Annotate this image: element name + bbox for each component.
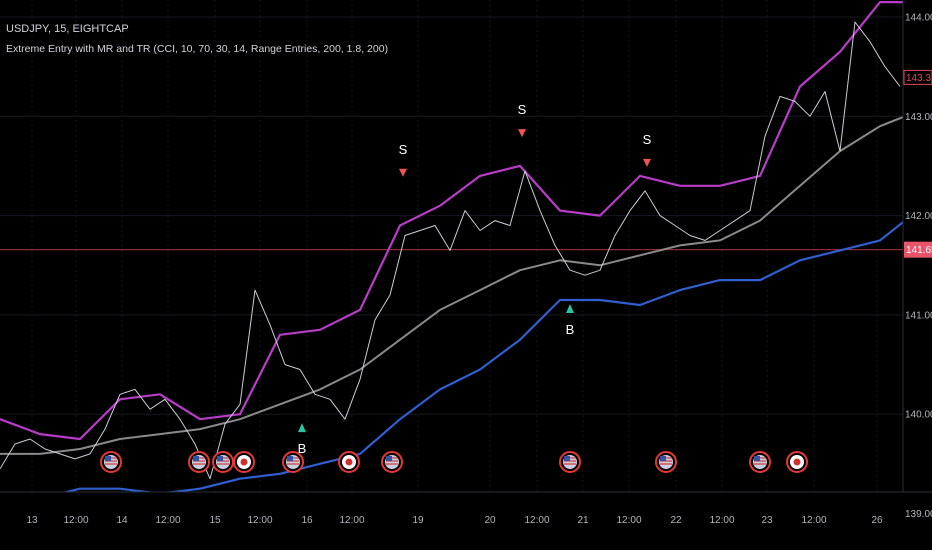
mid-band-line [0,115,906,455]
time-tick-label: 12:00 [801,515,826,526]
us-flag-canton [564,456,570,461]
last-price-tag-label: 143.392 [906,73,932,84]
us-flag-canton [105,456,111,461]
sell-signal-marker [399,168,407,177]
us-flag-canton [193,456,199,461]
time-tick-label: 13 [26,515,38,526]
buy-signal-marker [298,423,306,433]
last-price-tag[interactable] [903,69,932,85]
sell-signal-marker [643,158,651,167]
time-axis: 13 12:00 14 12:00 15 12:00 16 12:00 19 20 12:00 21 1… [0,491,932,550]
hline-price-tag[interactable] [904,241,932,258]
events-layer [100,451,808,473]
us-flag-canton [287,456,293,461]
time-tick-label: 12:00 [63,515,88,526]
price-tick-label: 143.000 [905,112,932,123]
price-axis-bg [903,0,932,550]
time-tick-label: 23 [761,515,773,526]
buy-signal-label: B [566,322,575,337]
price-tick-label: 144.000 [905,13,932,24]
us-flag-canton [660,456,666,461]
us-event-icon[interactable] [559,451,581,473]
time-tick-label: 22 [670,515,682,526]
sell-signal-label: S [399,142,408,157]
us-event-icon[interactable] [282,451,304,473]
sell-signal-marker [518,129,526,138]
time-axis-bg [0,492,903,550]
us-event-icon[interactable] [381,451,403,473]
time-tick-label: 14 [116,515,128,526]
time-tick-label: 15 [209,515,221,526]
price-axis: 144.000 143.000 142.000 141.000 140.000 139.0… [902,0,932,550]
upper-band-line [0,0,905,441]
jp-event-icon[interactable] [338,451,360,473]
jp-event-icon[interactable] [786,451,808,473]
us-flag-canton [386,456,392,461]
time-tick-label: 12:00 [524,515,549,526]
jp-flag-sun [345,458,353,466]
time-tick-label: 12:00 [616,515,641,526]
time-tick-label: 12:00 [709,515,734,526]
us-event-icon[interactable] [188,451,210,473]
time-tick-label: 12:00 [247,515,272,526]
price-tick-label: 140.000 [905,410,932,421]
time-tick-label: 19 [412,515,424,526]
signals-layer: SSSBBB [7,102,652,550]
price-tick-label: 141.000 [905,310,932,321]
grid [0,0,903,514]
price-line [0,21,901,480]
hline-price-tag-label: 141.657 [906,245,932,256]
time-tick-label: 26 [871,515,883,526]
buy-signal-label: B [298,441,307,456]
sell-signal-label: S [643,132,652,147]
us-event-icon[interactable] [212,451,234,473]
us-flag-canton [217,456,223,461]
series-layer [0,0,906,510]
price-tick-label: 142.000 [905,211,932,222]
sell-signal-label: S [518,102,527,117]
us-event-icon[interactable] [749,451,771,473]
us-event-icon[interactable] [100,451,122,473]
indicator-title[interactable]: Extreme Entry with MR and TR (CCI, 10, 7… [6,43,389,55]
time-tick-label: 16 [301,515,313,526]
us-event-icon[interactable] [655,451,677,473]
time-tick-label: 12:00 [155,515,180,526]
price-tick-label: 139.000 [905,509,932,520]
time-tick-label: 12:00 [339,515,364,526]
time-tick-label: 20 [484,515,496,526]
jp-flag-sun [240,458,248,466]
us-flag-canton [754,456,760,461]
jp-flag-sun [793,458,801,466]
time-tick-label: 21 [577,515,589,526]
symbol-title: USDJPY, 15, EIGHTCAP [6,23,129,35]
buy-signal-marker [566,304,574,314]
jp-event-icon[interactable] [233,451,255,473]
